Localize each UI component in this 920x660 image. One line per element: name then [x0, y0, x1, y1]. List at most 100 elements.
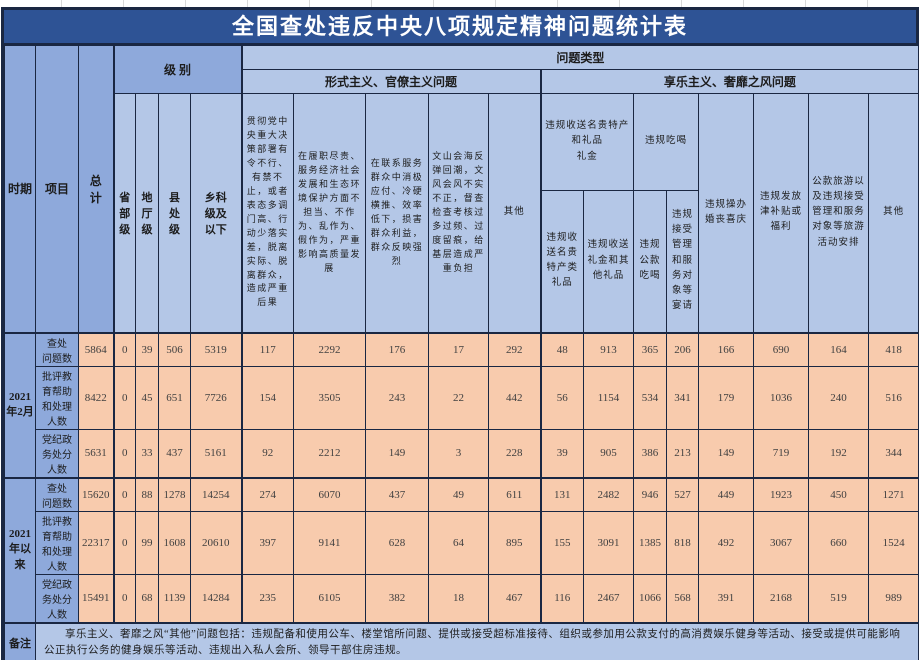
data-cell: 7726: [189, 365, 243, 430]
note-label: 备注: [4, 621, 36, 660]
data-cell: 5631: [78, 428, 114, 478]
data-cell: 15491: [78, 573, 114, 623]
data-cell: 1154: [583, 365, 635, 430]
data-cell: 913: [583, 331, 635, 367]
data-cell: 516: [868, 365, 920, 430]
data-cell: 48: [539, 331, 585, 367]
data-cell: 49: [428, 476, 490, 512]
data-cell: 179: [698, 365, 755, 430]
data-cell: 1385: [633, 510, 668, 575]
data-cell: 418: [868, 331, 920, 367]
data-cell: 0: [112, 428, 136, 478]
data-cell: 989: [868, 573, 920, 623]
data-cell: 1278: [158, 476, 191, 512]
col-group-formalism: 形式主义、官僚主义问题: [240, 69, 542, 94]
col-group-problem-type: 问题类型: [240, 45, 920, 70]
data-cell: 2212: [293, 428, 367, 478]
col-header-period: 时期: [4, 45, 36, 333]
data-cell: 2482: [583, 476, 635, 512]
data-cell: 506: [158, 331, 191, 367]
data-cell: 6105: [293, 573, 367, 623]
period-label: 2021 年以 来: [4, 476, 36, 623]
data-cell: 1923: [753, 476, 810, 512]
data-cell: 17: [428, 331, 490, 367]
col-header-item: 项目: [35, 45, 79, 333]
data-cell: 39: [135, 331, 159, 367]
col-header-public-funded-travel: 公款旅游以及违规接受管理和服务对象等旅游活动安排: [808, 93, 870, 333]
data-cell: 2292: [293, 331, 367, 367]
data-cell: 5319: [189, 331, 243, 367]
data-cell: 9141: [293, 510, 367, 575]
table-frame: 全国查处违反中央八项规定精神问题统计表 时期 项目 总 计 级 别 问题类型 形…: [1, 7, 920, 660]
data-cell: 192: [808, 428, 870, 478]
data-cell: 449: [698, 476, 755, 512]
col-group-hedonism: 享乐主义、奢靡之风问题: [539, 69, 920, 94]
data-cell: 22: [428, 365, 490, 430]
data-cell: 0: [112, 331, 136, 367]
data-cell: 116: [539, 573, 585, 623]
col-header-weddings-funerals: 违规操办婚丧喜庆: [698, 93, 755, 333]
row-label: 查处 问题数: [35, 331, 79, 367]
data-cell: 149: [365, 428, 430, 478]
data-cell: 206: [666, 331, 700, 367]
data-cell: 467: [488, 573, 542, 623]
data-cell: 56: [539, 365, 585, 430]
data-cell: 568: [666, 573, 700, 623]
data-cell: 176: [365, 331, 430, 367]
data-cell: 386: [633, 428, 668, 478]
data-cell: 391: [698, 573, 755, 623]
data-cell: 519: [808, 573, 870, 623]
data-cell: 397: [240, 510, 295, 575]
data-cell: 292: [488, 331, 542, 367]
col-header-serving-masses: 在联系服务群众中消极应付、冷硬横推、效率低下，损害群众利益，群众反映强烈: [365, 93, 430, 333]
data-cell: 2168: [753, 573, 810, 623]
data-cell: 99: [135, 510, 159, 575]
data-cell: 1066: [633, 573, 668, 623]
data-cell: 68: [135, 573, 159, 623]
col-header-total: 总 计: [78, 45, 114, 333]
data-cell: 39: [539, 428, 585, 478]
data-cell: 1036: [753, 365, 810, 430]
data-cell: 0: [112, 573, 136, 623]
data-cell: 3505: [293, 365, 367, 430]
data-cell: 14254: [189, 476, 243, 512]
row-label: 查处 问题数: [35, 476, 79, 512]
data-cell: 3091: [583, 510, 635, 575]
data-cell: 946: [633, 476, 668, 512]
data-cell: 240: [808, 365, 870, 430]
data-cell: 14284: [189, 573, 243, 623]
col-header-prefecture-level: 地 厅 级: [135, 93, 159, 333]
data-cell: 149: [698, 428, 755, 478]
data-cell: 492: [698, 510, 755, 575]
data-cell: 660: [808, 510, 870, 575]
row-label: 党纪政 务处分 人数: [35, 573, 79, 623]
data-cell: 228: [488, 428, 542, 478]
data-cell: 341: [666, 365, 700, 430]
data-cell: 0: [112, 510, 136, 575]
data-cell: 45: [135, 365, 159, 430]
data-cell: 895: [488, 510, 542, 575]
data-cell: 437: [365, 476, 430, 512]
data-cell: 3: [428, 428, 490, 478]
row-label: 批评教 育帮助 和处理 人数: [35, 510, 79, 575]
data-cell: 8422: [78, 365, 114, 430]
data-cell: 611: [488, 476, 542, 512]
col-header-formalism-other: 其他: [488, 93, 542, 333]
data-cell: 33: [135, 428, 159, 478]
data-cell: 2467: [583, 573, 635, 623]
data-cell: 5864: [78, 331, 114, 367]
data-cell: 18: [428, 573, 490, 623]
col-group-level: 级 别: [112, 45, 243, 94]
col-group-gifts: 违规收送名贵特产和礼品 礼金: [539, 93, 635, 191]
data-cell: 117: [240, 331, 295, 367]
data-cell: 719: [753, 428, 810, 478]
data-cell: 155: [539, 510, 585, 575]
data-cell: 1139: [158, 573, 191, 623]
col-header-county-level: 县 处 级: [158, 93, 191, 333]
data-cell: 6070: [293, 476, 367, 512]
col-header-allowances: 违规发放津补贴或福利: [753, 93, 810, 333]
data-cell: 1608: [158, 510, 191, 575]
data-cell: 905: [583, 428, 635, 478]
col-header-specialty-gifts: 违规收送名贵特产类礼品: [539, 190, 585, 333]
period-label: 2021 年2月: [4, 331, 36, 478]
